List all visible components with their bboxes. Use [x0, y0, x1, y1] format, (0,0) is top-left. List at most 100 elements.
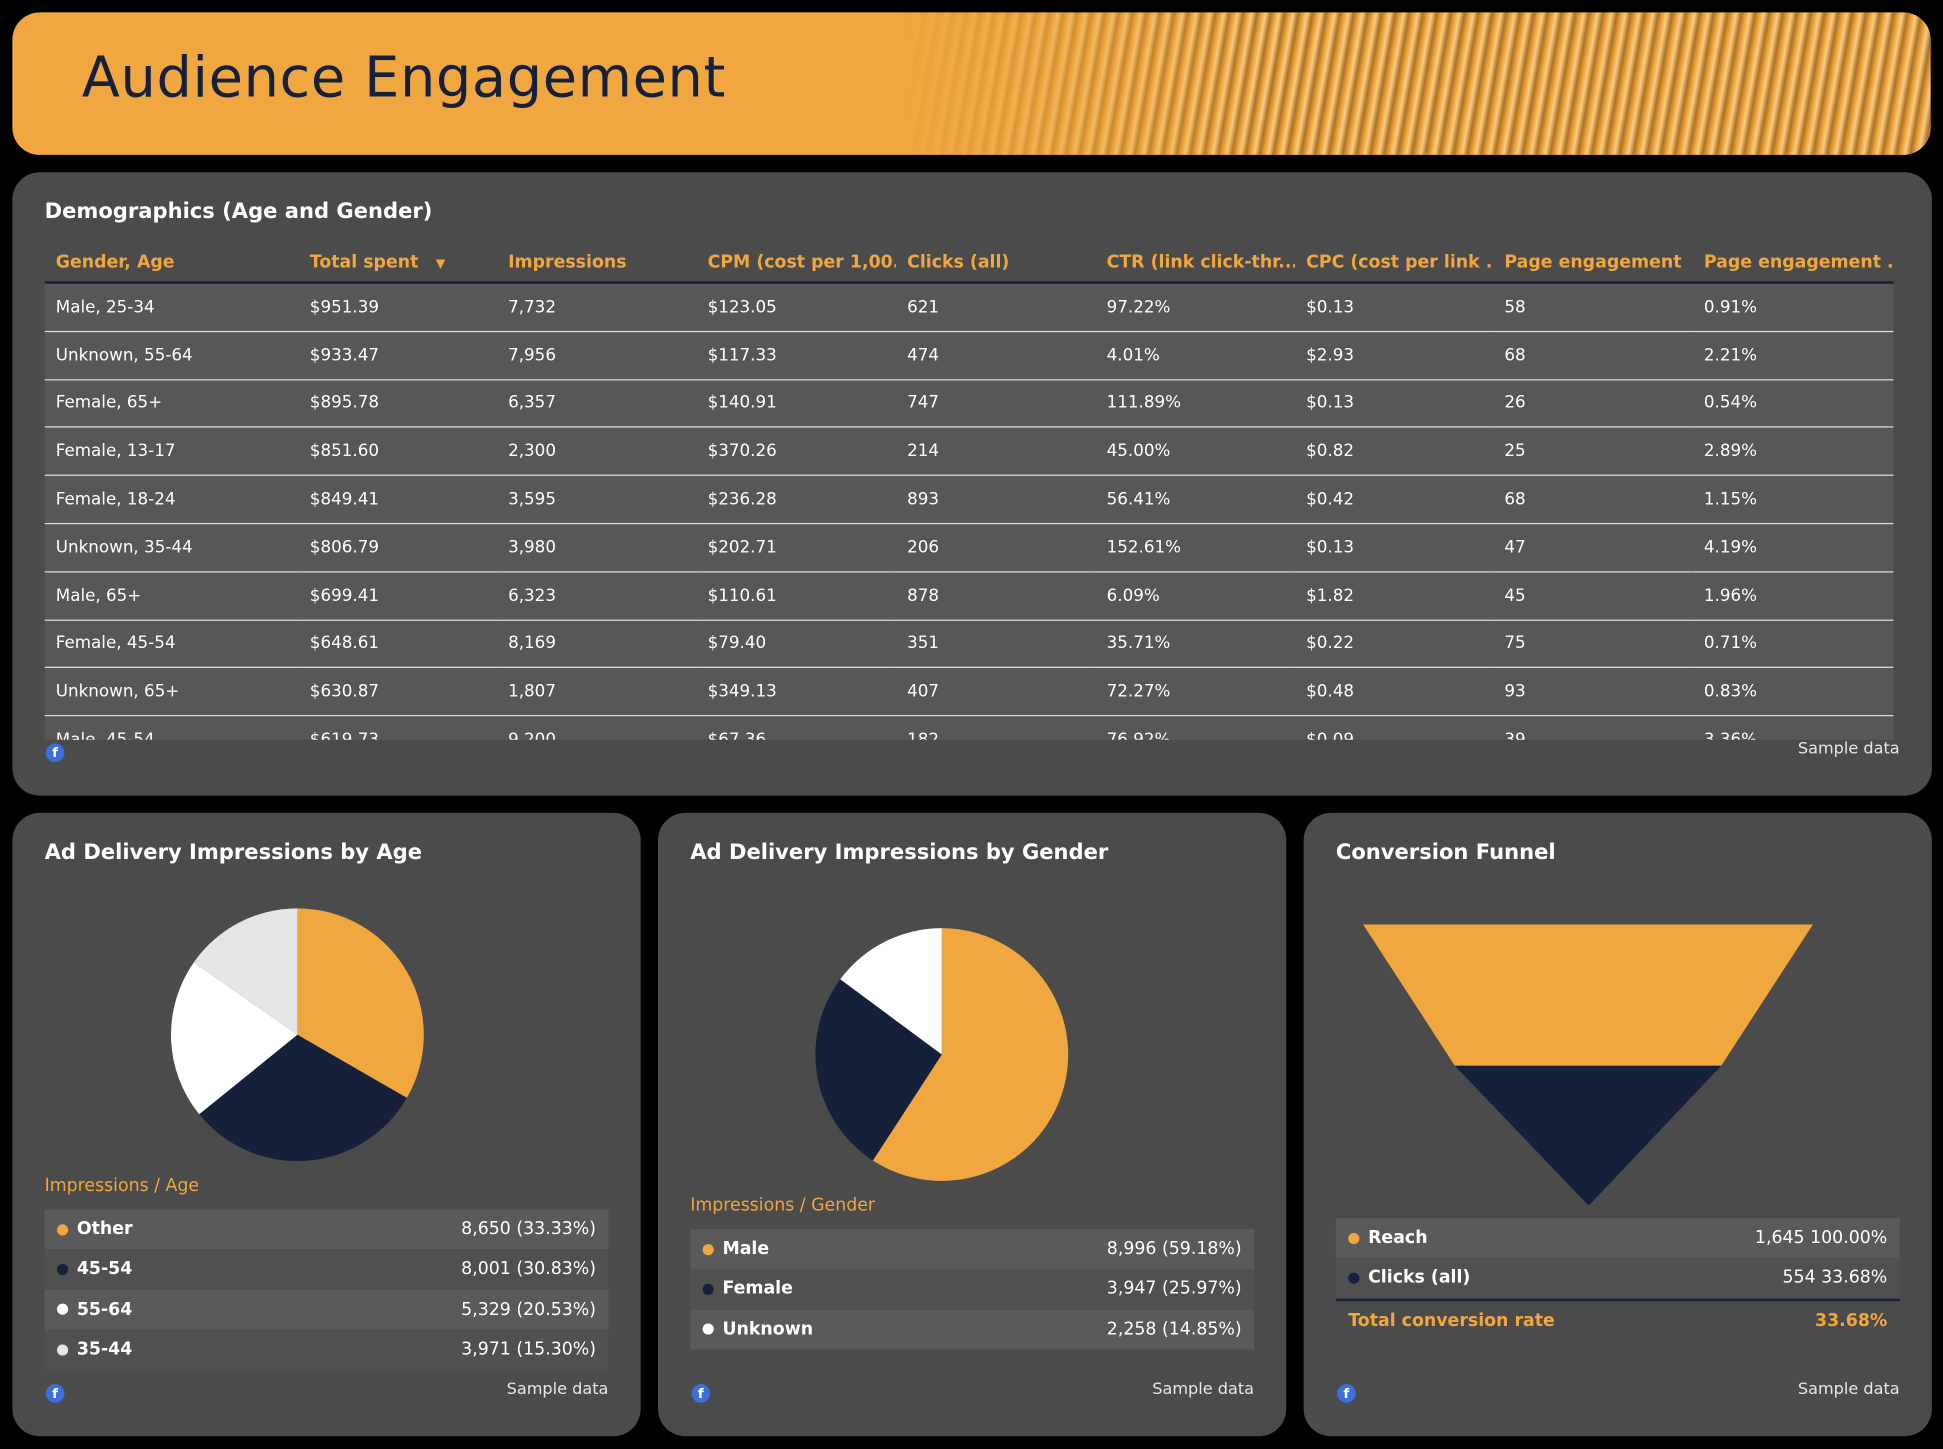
column-header[interactable]: Total spent ▼ [298, 244, 497, 284]
table-row[interactable]: Unknown, 35-44 $806.79 3,980 $202.71 206 152.… [44, 523, 1894, 573]
legend-dot [1348, 1272, 1360, 1284]
sample-data-label: Sample data [506, 1380, 609, 1400]
funnel-legend: Reach 1,645 100.00% Clicks (all) 554 33.68… [1335, 1218, 1900, 1340]
table-cell: $1.82 [1294, 571, 1494, 621]
table-cell: 47 [1493, 523, 1693, 573]
table-cell: 351 [895, 619, 1096, 669]
table-row[interactable]: Unknown, 65+ $630.87 1,807 $349.13 407 72.27%… [44, 667, 1894, 717]
table-cell: 93 [1493, 667, 1693, 717]
table-cell: $202.71 [696, 523, 896, 573]
table-row[interactable]: Female, 18-24 $849.41 3,595 $236.28 893 56.41… [44, 475, 1894, 525]
table-cell: Male, 65+ [44, 571, 299, 621]
column-header[interactable]: Clicks (all) [895, 244, 1096, 284]
pie-slice-55-64[interactable] [171, 962, 298, 1115]
table-cell: 893 [895, 475, 1096, 525]
table-row[interactable]: Female, 13-17 $851.60 2,300 $370.26 214 45.00… [44, 427, 1894, 477]
sample-data-label: Sample data [1152, 1380, 1255, 1400]
gender-legend-title: Impressions / Gender [690, 1195, 876, 1216]
age-legend: Other 8,650 (33.33%) 45-54 8,001 (30.83%) 55… [44, 1209, 609, 1370]
table-cell: $806.79 [298, 523, 497, 573]
table-cell: $0.82 [1294, 427, 1494, 477]
table-cell: 0.83% [1692, 667, 1894, 717]
demographics-title: Demographics (Age and Gender) [44, 199, 433, 225]
column-header[interactable]: Page engagement ... [1692, 244, 1894, 284]
table-cell: 56.41% [1095, 475, 1295, 525]
legend-item: 45-54 8,001 (30.83%) [44, 1249, 609, 1290]
table-cell: $0.09 [1294, 715, 1494, 740]
column-header[interactable]: Impressions [496, 244, 697, 284]
table-cell: Female, 65+ [44, 379, 299, 429]
pie-slice-male[interactable] [872, 928, 1069, 1181]
table-row[interactable]: Male, 25-34 $951.39 7,732 $123.05 621 97.22% $… [44, 282, 1894, 332]
table-cell: 9,200 [496, 715, 697, 740]
pie-slice-45-54[interactable] [199, 1034, 407, 1162]
table-cell: $0.42 [1294, 475, 1494, 525]
table-cell: 2,300 [496, 427, 697, 477]
column-header[interactable]: Gender, Age [44, 244, 299, 284]
table-cell: 1.15% [1692, 475, 1894, 525]
table-cell: $0.22 [1294, 619, 1494, 669]
legend-dot [57, 1223, 69, 1236]
table-cell: $349.13 [696, 667, 896, 717]
facebook-icon: f [45, 743, 65, 763]
table-cell: 111.89% [1095, 379, 1295, 429]
table-row[interactable]: Female, 45-54 $648.61 8,169 $79.40 351 35.71%… [44, 619, 1894, 669]
table-cell: 6,323 [496, 571, 697, 621]
legend-item: Female 3,947 (25.97%) [690, 1269, 1255, 1310]
gender-panel: Ad Delivery Impressions by Gender Impres… [658, 812, 1287, 1437]
funnel-panel: Conversion Funnel Reach 1,645 100.00% Cli… [1303, 812, 1932, 1437]
table-cell: 2.21% [1692, 331, 1894, 380]
table-cell: 6.09% [1095, 571, 1295, 621]
sample-data-label: Sample data [1797, 1380, 1900, 1400]
gender-chart-title: Ad Delivery Impressions by Gender [690, 840, 1109, 865]
table-cell: 407 [895, 667, 1096, 717]
table-cell: $236.28 [696, 475, 896, 525]
table-row[interactable]: Male, 45-54$619.739,200$67.3618276.92%$0… [44, 715, 1894, 740]
table-cell: 3,595 [496, 475, 697, 525]
pie-slice-female[interactable] [815, 979, 942, 1161]
pie-slice-35-44[interactable] [193, 908, 298, 1035]
table-cell: 25 [1493, 427, 1693, 477]
demographics-table[interactable]: Gender, Age Total spent ▼ Impressions CPM (c… [44, 244, 1894, 740]
column-header[interactable]: CPM (cost per 1,00... [696, 244, 896, 284]
facebook-icon: f [1337, 1384, 1356, 1403]
banner-texture [902, 12, 1931, 155]
table-cell: $933.47 [298, 331, 497, 380]
table-cell: 4.01% [1095, 331, 1295, 380]
pie-slice-other[interactable] [297, 908, 424, 1098]
column-header[interactable]: Page engagement [1493, 244, 1693, 284]
total-conversion-rate: Total conversion rate 33.68% [1335, 1298, 1900, 1340]
table-cell: 76.92% [1095, 715, 1295, 740]
table-cell: 97.22% [1095, 282, 1295, 332]
funnel-title: Conversion Funnel [1335, 840, 1556, 865]
pie-slice-unknown[interactable] [840, 928, 942, 1055]
table-cell: 474 [895, 331, 1096, 380]
table-row[interactable]: Unknown, 55-64 $933.47 7,956 $117.33 474 4.01… [44, 331, 1894, 380]
table-cell: $2.93 [1294, 331, 1494, 380]
table-cell: 58 [1493, 282, 1693, 332]
legend-item: Clicks (all) 554 33.68% [1335, 1258, 1900, 1299]
table-cell: 0.91% [1692, 282, 1894, 332]
table-cell: Female, 13-17 [44, 427, 299, 477]
legend-dot [1348, 1232, 1360, 1244]
table-cell: $79.40 [696, 619, 896, 669]
table-row[interactable]: Male, 65+ $699.41 6,323 $110.61 878 6.09% $1.8… [44, 571, 1894, 621]
header-banner: Audience Engagement [12, 12, 1931, 155]
table-cell: 7,732 [496, 282, 697, 332]
column-header[interactable]: CTR (link click-thr... [1095, 244, 1295, 284]
column-header[interactable]: CPC (cost per link ... [1294, 244, 1494, 284]
table-row[interactable]: Female, 65+ $895.78 6,357 $140.91 747 111.89%… [44, 379, 1894, 429]
legend-dot [57, 1263, 69, 1276]
table-cell: $895.78 [298, 379, 497, 429]
table-cell: $951.39 [298, 282, 497, 332]
age-pie-chart [171, 908, 424, 1162]
table-cell: $630.87 [298, 667, 497, 717]
age-chart-title: Ad Delivery Impressions by Age [44, 840, 423, 865]
table-cell: 1.96% [1692, 571, 1894, 621]
table-cell: Female, 45-54 [44, 619, 299, 669]
table-cell: 26 [1493, 379, 1693, 429]
sort-desc-icon[interactable]: ▼ [435, 257, 446, 272]
table-cell: Unknown, 55-64 [44, 331, 299, 380]
legend-item: 35-44 3,971 (15.30%) [44, 1329, 609, 1370]
legend-item: Other 8,650 (33.33%) [44, 1209, 609, 1250]
